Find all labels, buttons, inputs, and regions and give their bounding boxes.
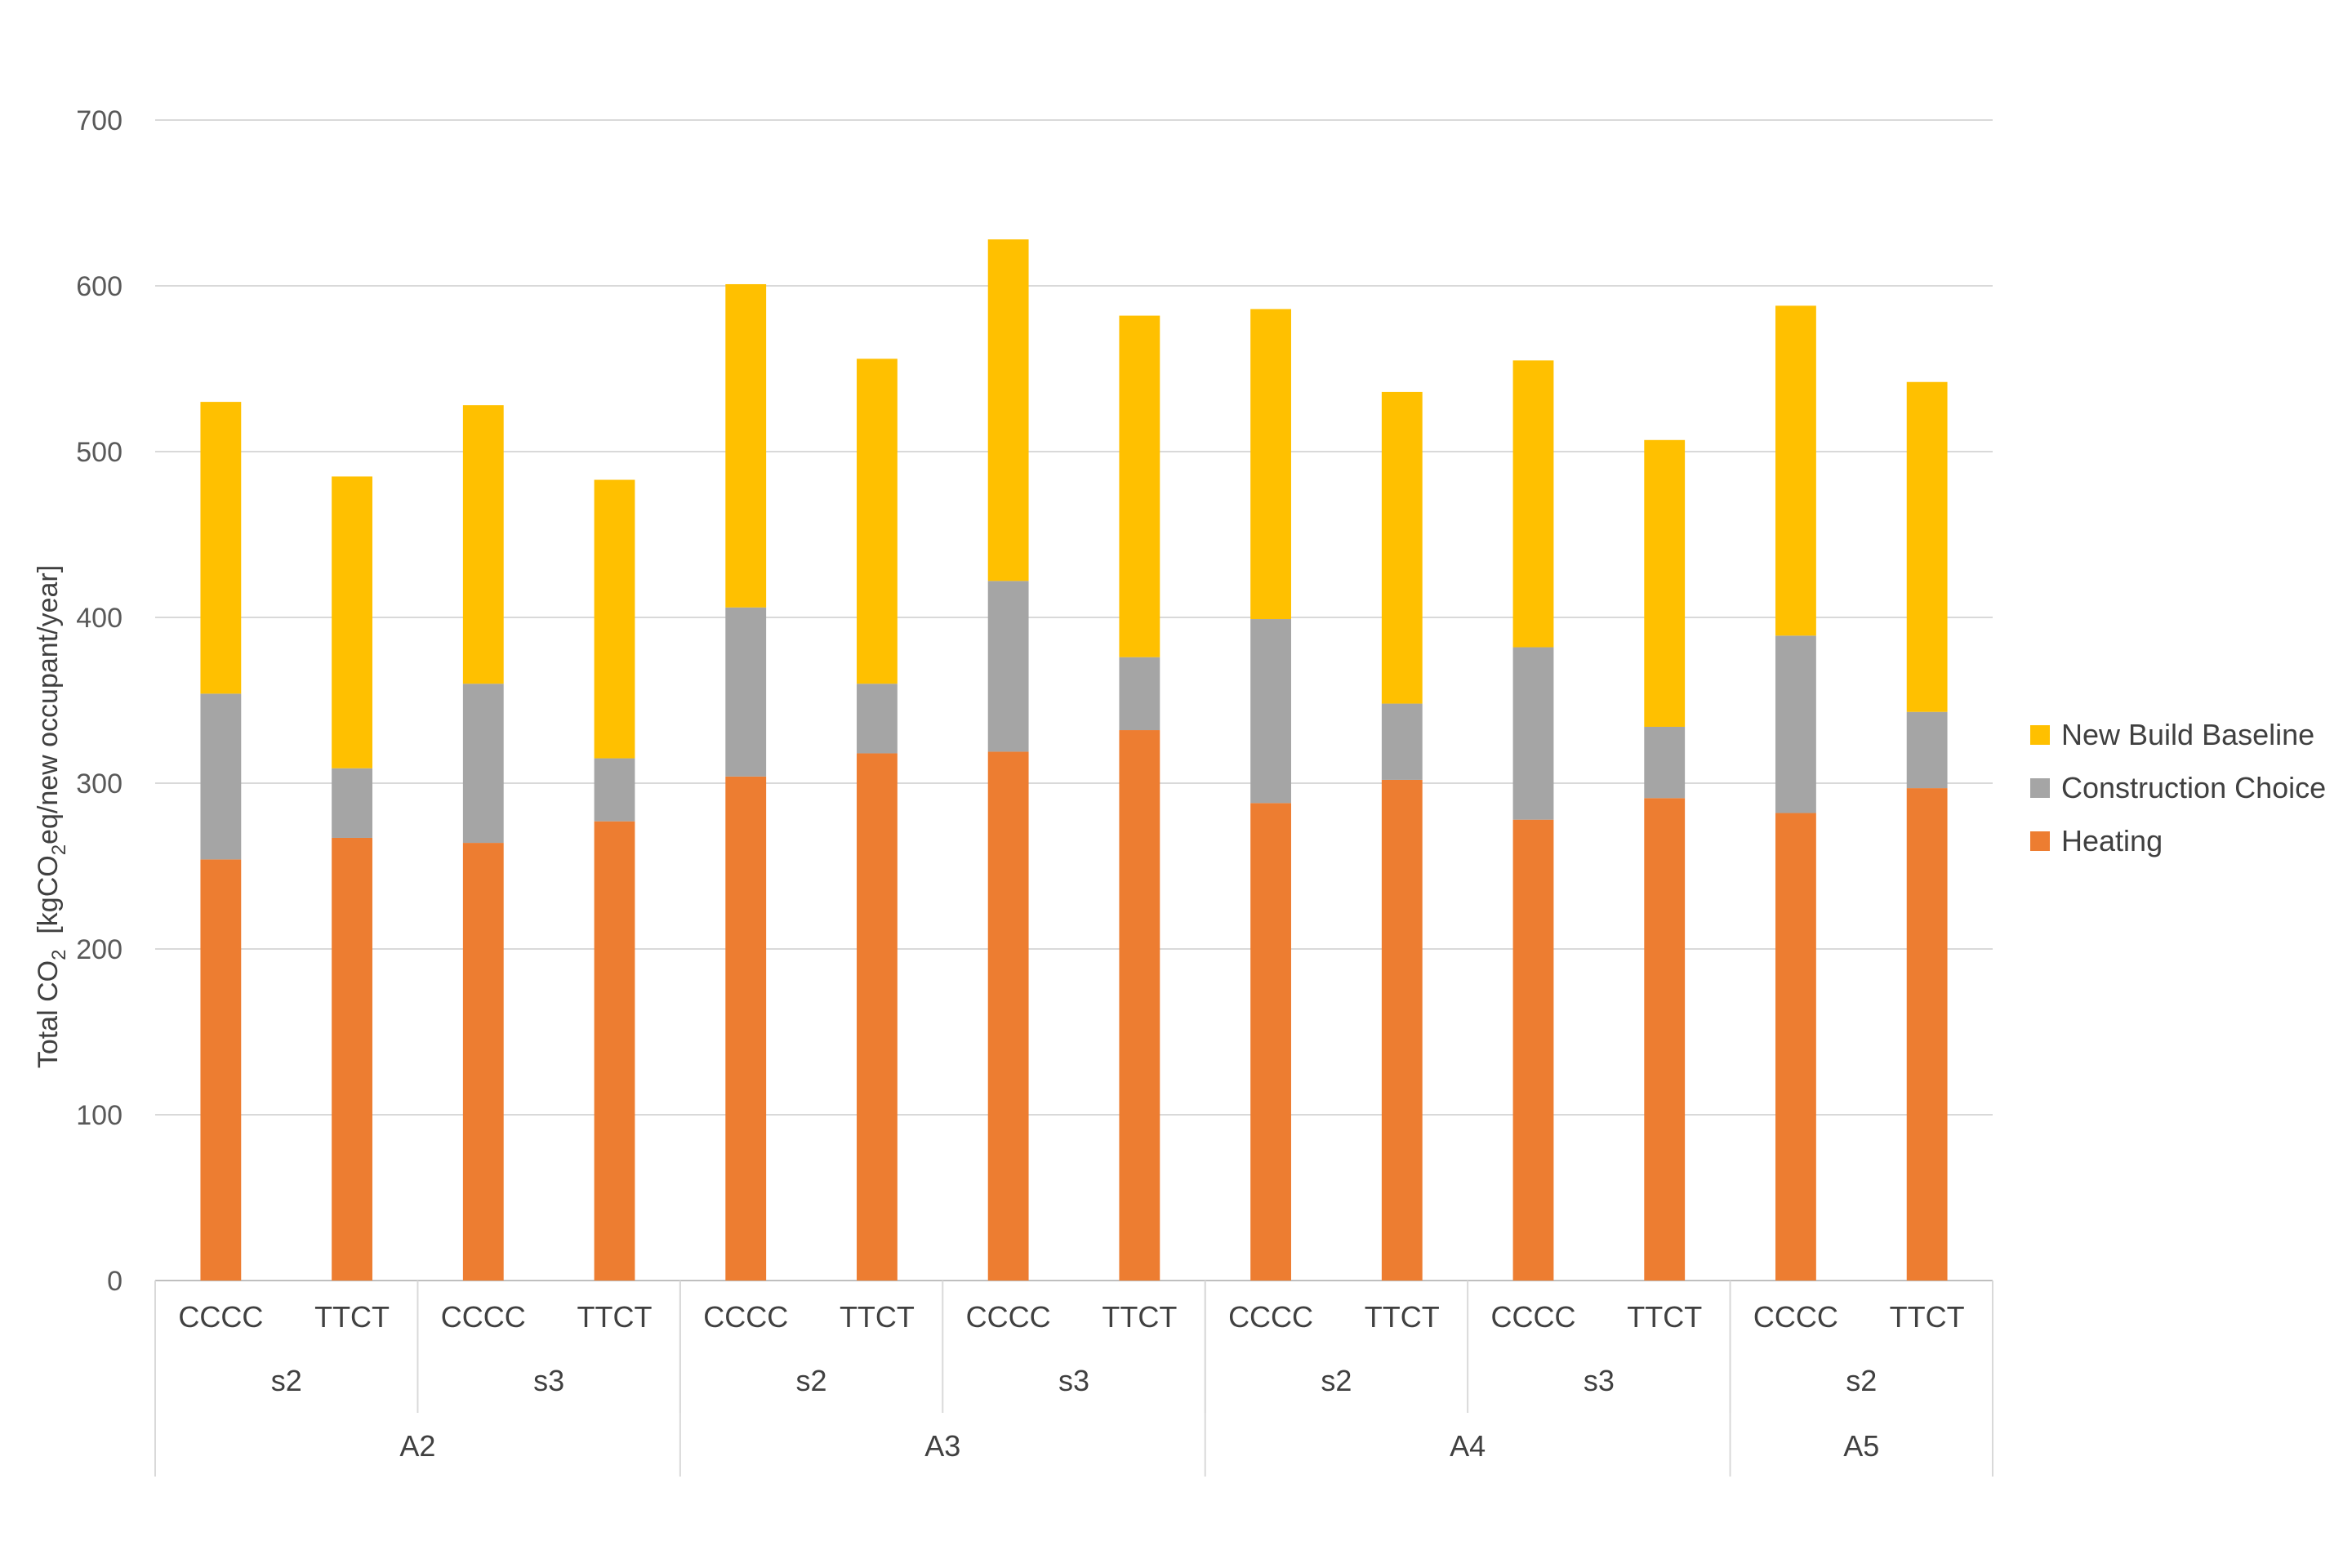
bar-segment-heating xyxy=(857,753,898,1281)
bar-segment-heating xyxy=(987,751,1029,1281)
bar-segment-construction-choice xyxy=(1119,657,1160,731)
bar-segment-heating xyxy=(1644,798,1686,1281)
y-tick-label: 0 xyxy=(107,1266,122,1297)
bar-segment-construction-choice xyxy=(987,581,1029,752)
bar-segment-construction-choice xyxy=(1250,619,1291,804)
y-tick-label: 200 xyxy=(76,934,122,965)
y-tick-label: 100 xyxy=(76,1100,122,1131)
bar-segment-construction-choice xyxy=(1512,647,1554,820)
bar-segment-new-build-baseline xyxy=(1250,309,1291,620)
x-level-label: s3 xyxy=(1584,1364,1615,1397)
x-tick-label: TTCT xyxy=(577,1300,653,1334)
bar-segment-heating xyxy=(1381,779,1423,1281)
y-tick-label: 400 xyxy=(76,603,122,634)
bar-segment-construction-choice xyxy=(725,607,767,777)
bar-segment-new-build-baseline xyxy=(987,239,1029,581)
y-tick-label: 300 xyxy=(76,768,122,800)
bar-segment-heating xyxy=(594,821,635,1281)
bar-segment-construction-choice xyxy=(462,684,504,844)
x-tick-label: TTCT xyxy=(1365,1300,1440,1334)
x-group-label: A4 xyxy=(1450,1429,1486,1463)
bar-segment-new-build-baseline xyxy=(200,402,242,694)
bar-segment-new-build-baseline xyxy=(1644,439,1686,727)
x-tick-label: CCCC xyxy=(703,1300,788,1334)
bar-segment-construction-choice xyxy=(857,684,898,754)
bar-segment-heating xyxy=(725,776,767,1281)
x-tick-label: TTCT xyxy=(1627,1300,1702,1334)
x-group-label: A5 xyxy=(1843,1429,1879,1463)
legend-label: Construction Choice xyxy=(2061,771,2326,804)
bar-segment-new-build-baseline xyxy=(1381,391,1423,704)
x-level-label: s2 xyxy=(796,1364,827,1397)
y-tick-label: 600 xyxy=(76,271,122,302)
x-group-label: A3 xyxy=(924,1429,960,1463)
bar-segment-heating xyxy=(462,843,504,1281)
bars xyxy=(200,239,1948,1281)
bar-segment-heating xyxy=(1775,813,1816,1281)
x-tick-label: CCCC xyxy=(1228,1300,1313,1334)
y-tick-label: 500 xyxy=(76,437,122,468)
x-level-label: s2 xyxy=(271,1364,302,1397)
y-tick-label: 700 xyxy=(76,105,122,136)
bar-segment-new-build-baseline xyxy=(462,405,504,684)
x-tick-label: TTCT xyxy=(314,1300,390,1334)
bar-segment-new-build-baseline xyxy=(1775,305,1816,636)
bar-segment-construction-choice xyxy=(594,758,635,822)
legend-swatch xyxy=(2030,778,2050,798)
bar-segment-construction-choice xyxy=(332,768,372,838)
x-level-label: s2 xyxy=(1846,1364,1877,1397)
x-tick-label: CCCC xyxy=(966,1300,1051,1334)
x-level-label: s3 xyxy=(1058,1364,1089,1397)
bar-segment-heating xyxy=(1906,788,1948,1281)
x-tick-label: CCCC xyxy=(178,1300,263,1334)
bar-segment-new-build-baseline xyxy=(594,479,635,759)
bar-segment-heating xyxy=(1250,803,1291,1281)
bar-segment-new-build-baseline xyxy=(1119,315,1160,657)
bar-segment-construction-choice xyxy=(1775,635,1816,813)
bar-segment-construction-choice xyxy=(1644,726,1686,799)
legend-swatch xyxy=(2030,831,2050,851)
x-tick-label: TTCT xyxy=(1102,1300,1177,1334)
y-axis-ticks: 0 100 200 300 400 500 600 700 xyxy=(76,105,122,1297)
bar-segment-new-build-baseline xyxy=(1512,360,1554,648)
legend-swatch xyxy=(2030,725,2050,745)
bar-segment-construction-choice xyxy=(1906,711,1948,789)
bar-segment-heating xyxy=(332,837,372,1281)
bar-segment-new-build-baseline xyxy=(332,476,372,768)
y-axis-label: Total CO2 [kgCO2eq/new occupant/year] xyxy=(33,565,70,1068)
legend: New Build Baseline Construction Choice Hea… xyxy=(2030,718,2326,858)
x-axis: CCCC TTCT CCCC TTCT CCCC TTCT CCCC TTCT CCCC TTCT… xyxy=(154,1281,1993,1477)
x-tick-label: CCCC xyxy=(1491,1300,1576,1334)
bar-segment-new-build-baseline xyxy=(1906,381,1948,712)
bar-segment-heating xyxy=(1512,819,1554,1281)
x-tick-label: CCCC xyxy=(1753,1300,1838,1334)
x-tick-label: TTCT xyxy=(840,1300,915,1334)
gridlines xyxy=(155,119,1993,1281)
bar-segment-heating xyxy=(1119,730,1160,1281)
x-group-label: A2 xyxy=(399,1429,435,1463)
x-tick-label: TTCT xyxy=(1890,1300,1965,1334)
bar-segment-construction-choice xyxy=(200,693,242,860)
bar-segment-new-build-baseline xyxy=(725,283,767,608)
bar-segment-heating xyxy=(200,859,242,1281)
bar-segment-new-build-baseline xyxy=(857,359,898,684)
x-tick-label: CCCC xyxy=(441,1300,526,1334)
x-level-label: s3 xyxy=(533,1364,564,1397)
x-level-label: s2 xyxy=(1321,1364,1352,1397)
legend-label: New Build Baseline xyxy=(2061,718,2314,751)
legend-label: Heating xyxy=(2061,824,2163,858)
bar-segment-construction-choice xyxy=(1381,703,1423,780)
